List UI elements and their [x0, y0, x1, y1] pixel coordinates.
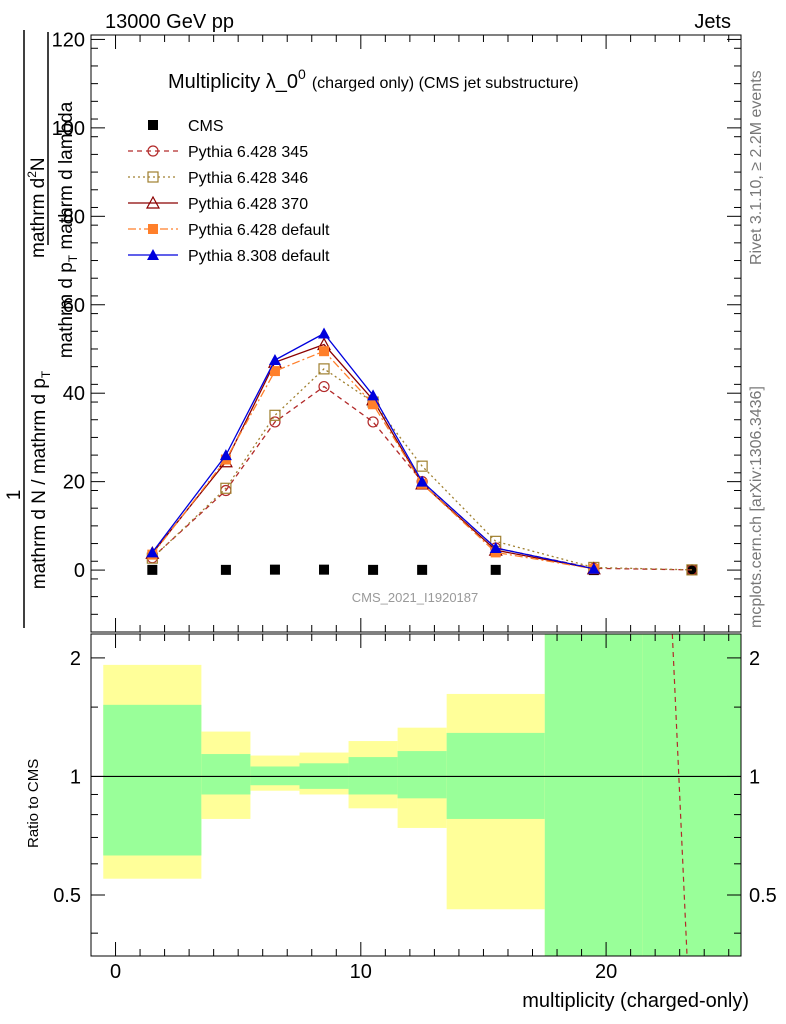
legend-marker — [148, 224, 158, 234]
uncertainty-band-green — [544, 634, 643, 956]
y-tick-label: 0 — [74, 560, 85, 582]
x-tick-label: 10 — [350, 961, 372, 983]
data-point — [368, 564, 379, 575]
legend-label: Pythia 6.428 345 — [188, 144, 308, 161]
y-title-bot-num: 1 — [4, 490, 25, 501]
data-point — [318, 327, 331, 339]
data-point — [686, 565, 697, 576]
data-point — [367, 416, 379, 428]
ratio-frame — [90, 633, 742, 957]
y-title-top-num: mathrm d2N — [25, 157, 49, 258]
uncertainty-band-green — [103, 704, 202, 856]
legend-label: Pythia 6.428 370 — [188, 196, 308, 213]
legend-label: Pythia 6.428 346 — [188, 170, 308, 187]
main-title-sub: (charged only) (CMS jet substructure) — [312, 75, 579, 92]
main-panel: Multiplicity λ_00(charged only) (CMS jet… — [4, 29, 742, 633]
data-point — [319, 564, 330, 575]
uncertainty-band-green — [348, 757, 398, 795]
data-point — [318, 363, 330, 375]
legend: CMS Pythia 6.428 345 Pythia 6.428 346 Pythi… — [128, 118, 330, 265]
legend-marker — [145, 195, 161, 209]
header-left: 13000 GeV pp — [105, 11, 234, 33]
x-tick-label: 20 — [595, 961, 617, 983]
data-point — [147, 564, 158, 575]
series-cms — [147, 564, 697, 576]
ratio-y-tick-label: 0.5 — [53, 885, 81, 907]
main-frame — [90, 34, 742, 633]
legend-label: Pythia 6.428 default — [188, 222, 330, 239]
y-axis-title: mathrm d2N mathrm d pT mathrm d lambda 1… — [4, 30, 80, 628]
legend-marker — [147, 249, 159, 260]
data-point — [416, 475, 429, 487]
watermark: CMS_2021_I1920187 — [352, 590, 479, 605]
series-line — [151, 368, 692, 571]
data-point — [416, 460, 428, 472]
x-tick-label: 0 — [110, 961, 121, 983]
data-point — [219, 449, 232, 461]
data-point — [146, 546, 159, 558]
series-pythia-6-428-default — [147, 346, 599, 574]
ratio-y-tick-label-right: 1 — [749, 766, 760, 788]
uncertainty-band-green — [642, 634, 741, 956]
data-point — [490, 564, 501, 575]
series-line — [151, 332, 594, 570]
data-point — [269, 366, 280, 377]
y-tick-label: 20 — [63, 472, 85, 494]
main-title-text: Multiplicity λ_0 — [168, 71, 298, 93]
main-title: Multiplicity λ_00 (charged only) (CMS jet… — [168, 66, 579, 93]
data-point — [220, 482, 232, 494]
y-title-top-den: mathrm d pT mathrm d lambda — [56, 101, 80, 358]
series-pythia-6-428-346 — [146, 363, 698, 576]
data-point — [368, 399, 379, 410]
series-line — [151, 343, 594, 570]
data-point — [269, 564, 280, 575]
y-tick-label: 80 — [63, 206, 85, 228]
series-pythia-6-428-370 — [145, 337, 601, 575]
y-tick-label: 40 — [63, 383, 85, 405]
main-title-sup: 0 — [298, 66, 306, 82]
ratio-y-tick-label: 2 — [70, 648, 81, 670]
data-point — [269, 409, 281, 421]
ratio-y-tick-label-right: 0.5 — [749, 885, 777, 907]
series-line — [151, 350, 594, 570]
data-point — [318, 380, 330, 393]
x-axis-title: multiplicity (charged-only) — [522, 990, 749, 1012]
data-point — [367, 389, 380, 401]
series-pythia-8-308-default — [146, 327, 600, 574]
legend-label: Pythia 8.308 default — [188, 248, 330, 265]
y-tick-label: 120 — [52, 29, 85, 51]
series-line — [151, 385, 692, 571]
ratio-y-tick-label-right: 2 — [749, 648, 760, 670]
data-point — [489, 541, 502, 553]
side-top: Rivet 3.1.10, ≥ 2.2M events — [748, 70, 765, 265]
data-point — [220, 564, 231, 575]
legend-marker — [148, 120, 158, 130]
side-bottom: mcplots.cern.ch [arXiv:1306.3436] — [748, 386, 765, 628]
ratio-panel: 0.5 0.51 12 20 10 20 Ratio to CMS multiplicit… — [25, 633, 777, 1012]
ratio-y-title: Ratio to CMS — [25, 759, 42, 848]
data-point — [686, 564, 698, 576]
legend-label: CMS — [188, 118, 224, 135]
y-tick-label: 60 — [63, 295, 85, 317]
data-point — [587, 562, 600, 574]
legend-marker — [147, 145, 159, 157]
data-point — [268, 354, 281, 366]
uncertainty-band-green — [397, 751, 447, 799]
y-title-bot-den: mathrm d N / mathrm d pT — [29, 370, 53, 589]
data-point — [319, 346, 330, 357]
legend-marker — [147, 171, 159, 183]
y-tick-label: 100 — [52, 118, 85, 140]
data-point — [417, 564, 428, 575]
ratio-y-tick-label: 1 — [70, 766, 81, 788]
header-right: Jets — [694, 11, 731, 33]
uncertainty-band-green — [201, 754, 251, 795]
